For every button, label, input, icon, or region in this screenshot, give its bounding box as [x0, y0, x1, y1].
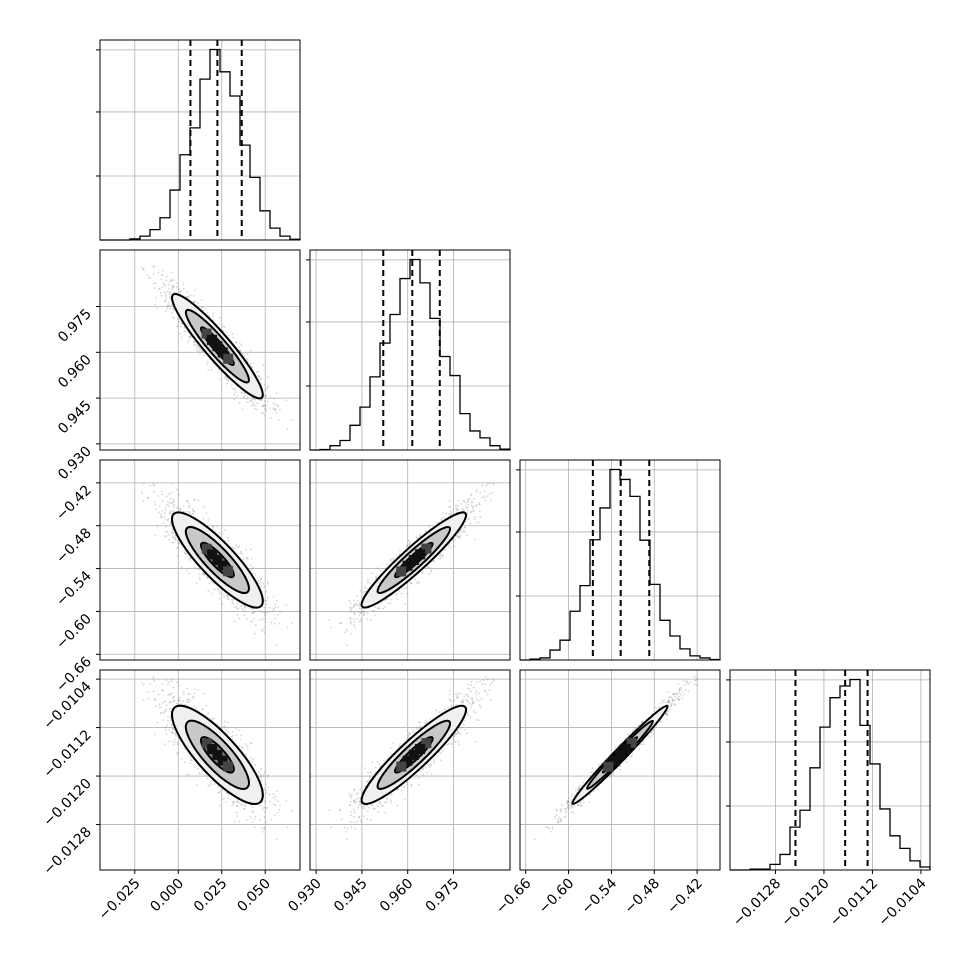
density-block	[402, 560, 413, 571]
x-tick-label-0-2: 0.025	[191, 876, 231, 916]
histogram-panel-0	[96, 39, 301, 241]
histogram-step-2	[520, 468, 721, 661]
x-tick-label-2-2: −0.54	[579, 875, 621, 917]
panel-frame	[99, 39, 301, 241]
panel-frame	[519, 459, 721, 661]
density-block	[222, 761, 233, 772]
density-block	[408, 749, 419, 760]
y-tick-label-3-0: −0.0128	[41, 824, 95, 878]
histogram-step-0	[100, 48, 301, 241]
y-tick-label-2-1: −0.60	[53, 611, 95, 653]
density-block	[201, 738, 212, 749]
scatter-panel-3-0	[99, 669, 301, 871]
y-tick-label-1-1: 0.945	[55, 398, 95, 438]
x-tick-label-3-1: −0.0120	[779, 876, 833, 930]
density-block	[396, 566, 407, 577]
density-block	[207, 744, 218, 755]
density-block	[217, 755, 228, 766]
scatter-panel-2-1	[309, 459, 511, 661]
panel-frame	[309, 669, 511, 871]
y-tick-label-2-2: −0.54	[53, 568, 95, 610]
density-block	[415, 743, 426, 754]
density-block	[223, 566, 234, 577]
density-block	[408, 555, 419, 565]
x-tick-label-2-1: −0.60	[536, 876, 578, 918]
density-block	[609, 755, 620, 766]
panel-frame	[99, 249, 301, 451]
y-tick-label-3-1: −0.0120	[41, 776, 95, 830]
scatter-panel-3-2	[519, 669, 721, 871]
panel-frame	[519, 669, 721, 871]
density-block	[620, 743, 631, 754]
x-tick-label-3-0: −0.0128	[730, 876, 784, 930]
panel-frame	[99, 459, 301, 661]
histogram-step-3	[730, 678, 931, 871]
x-tick-label-2-3: −0.48	[621, 876, 663, 918]
y-tick-label-1-3: 0.975	[55, 306, 95, 346]
x-tick-label-1-2: 0.960	[377, 876, 417, 916]
density-block	[402, 755, 413, 766]
density-block	[421, 738, 432, 749]
x-tick-label-1-3: 0.975	[423, 876, 463, 916]
density-block	[421, 543, 432, 554]
x-tick-label-2-4: −0.42	[664, 876, 706, 918]
histogram-panel-2	[516, 459, 721, 661]
y-tick-label-1-0: 0.930	[55, 443, 95, 483]
scatter-panel-1-0	[99, 249, 301, 451]
x-tick-label-0-3: 0.050	[234, 876, 274, 916]
histogram-panel-1	[306, 249, 511, 451]
density-block	[212, 749, 223, 760]
density-block	[217, 347, 228, 358]
x-tick-label-0-0: −0.025	[96, 876, 144, 924]
scatter-panel-3-1	[309, 669, 511, 871]
histogram-step-1	[310, 258, 511, 451]
histogram-panel-3	[726, 669, 931, 871]
density-block	[212, 341, 223, 352]
density-block	[217, 560, 228, 571]
density-block	[396, 761, 407, 772]
density-block	[201, 328, 212, 339]
scatter-panel-2-0	[99, 459, 301, 661]
y-tick-label-1-2: 0.960	[55, 352, 95, 392]
panel-frame	[309, 249, 511, 451]
density-block	[223, 353, 234, 364]
density-block	[415, 549, 426, 560]
y-tick-label-2-4: −0.42	[53, 482, 95, 524]
y-tick-label-2-3: −0.48	[53, 525, 95, 567]
y-tick-label-3-2: −0.0112	[41, 727, 95, 781]
density-block	[603, 761, 614, 772]
density-block	[207, 549, 218, 560]
x-tick-label-0-1: 0.000	[147, 876, 187, 916]
x-tick-label-1-1: 0.945	[331, 876, 371, 916]
x-tick-label-3-3: −0.0104	[875, 875, 929, 929]
x-tick-label-3-2: −0.0112	[827, 876, 881, 930]
panel-frame	[309, 459, 511, 661]
x-tick-label-1-0: 0.930	[285, 876, 325, 916]
density-block	[201, 543, 212, 554]
density-block	[206, 334, 217, 345]
density-block	[615, 749, 625, 760]
x-tick-label-2-0: −0.66	[493, 875, 535, 917]
panel-frame	[729, 669, 931, 871]
density-block	[626, 737, 637, 748]
density-block	[212, 555, 223, 565]
panel-frame	[99, 669, 301, 871]
